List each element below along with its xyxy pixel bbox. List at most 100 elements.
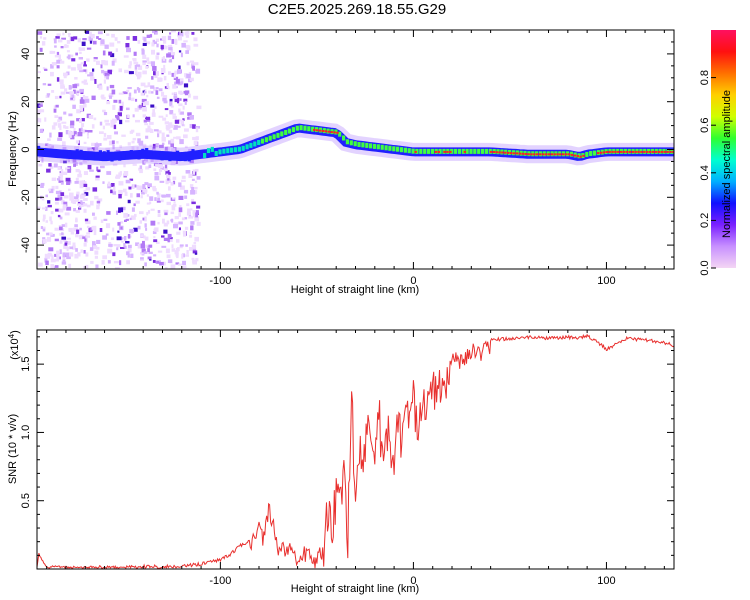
noise-point <box>113 244 118 247</box>
track-peak <box>521 152 524 155</box>
track-segment <box>52 150 56 155</box>
noise-point <box>188 71 192 76</box>
track-peak <box>518 152 522 155</box>
noise-point <box>170 162 176 166</box>
track-segment <box>164 152 168 158</box>
noise-point <box>174 92 177 95</box>
noise-point <box>51 177 56 181</box>
noise-point <box>73 163 76 167</box>
noise-point <box>127 248 132 253</box>
noise-point <box>53 38 57 44</box>
noise-point <box>85 269 89 273</box>
noise-point <box>81 118 85 122</box>
noise-point <box>137 225 141 230</box>
noise-point <box>145 166 150 170</box>
noise-point <box>98 38 102 40</box>
noise-point <box>51 185 55 191</box>
noise-point <box>168 71 172 75</box>
noise-point <box>128 96 131 101</box>
noise-point <box>54 201 59 205</box>
noise-point <box>40 102 43 107</box>
spec-x-tick-label: -100 <box>209 275 231 287</box>
noise-point <box>190 221 195 225</box>
noise-point <box>108 242 112 245</box>
noise-point <box>171 55 175 60</box>
track-segment <box>542 151 546 157</box>
noise-point <box>102 50 106 56</box>
noise-point <box>59 240 63 244</box>
noise-point <box>155 163 160 168</box>
noise-point <box>83 189 87 194</box>
noise-point <box>125 43 130 48</box>
noise-point <box>76 118 81 122</box>
noise-point <box>54 253 58 257</box>
noise-point <box>154 197 157 201</box>
noise-point <box>164 267 168 269</box>
noise-point <box>127 87 132 90</box>
noise-point <box>163 64 166 69</box>
track-segment <box>98 150 102 156</box>
noise-point <box>155 55 159 60</box>
track-segment <box>311 126 315 132</box>
noise-point <box>38 163 43 167</box>
track-segment <box>322 128 326 134</box>
noise-point <box>56 251 59 256</box>
track-segment <box>345 139 349 145</box>
noise-point <box>68 113 73 117</box>
noise-point <box>125 241 130 244</box>
track-peak <box>663 150 666 153</box>
noise-point <box>184 31 188 36</box>
spec-y-tick-label: 20 <box>20 96 32 108</box>
noise-point <box>192 124 196 129</box>
noise-point <box>49 232 53 236</box>
noise-point <box>111 33 115 38</box>
noise-point <box>189 77 194 82</box>
noise-point <box>93 230 97 236</box>
noise-point <box>171 244 174 248</box>
noise-point <box>100 39 105 45</box>
colorbar-ticks: 0.0 0.2 0.4 0.6 0.8 <box>699 70 716 276</box>
noise-point <box>46 236 52 242</box>
noise-point <box>67 158 70 162</box>
noise-point <box>186 61 190 66</box>
noise-point <box>184 226 189 230</box>
noise-point <box>60 176 63 181</box>
noise-point <box>152 143 156 149</box>
noise-point <box>91 124 95 129</box>
noise-point <box>68 33 71 38</box>
track-segment <box>303 125 307 131</box>
noise-point <box>143 268 148 269</box>
noise-point <box>83 103 87 108</box>
noise-point <box>159 261 164 266</box>
noise-point <box>82 158 87 162</box>
noise-point <box>189 184 194 189</box>
noise-point <box>195 180 198 183</box>
noise-point <box>84 264 89 269</box>
track-segment <box>438 148 442 154</box>
noise-point <box>47 252 52 256</box>
track-segment <box>585 151 589 157</box>
noise-point <box>156 87 159 90</box>
noise-point <box>140 195 143 199</box>
track-segment <box>299 125 303 131</box>
noise-point <box>77 252 81 257</box>
track-segment <box>396 146 400 152</box>
track-peak <box>321 130 325 132</box>
track-peak <box>536 153 539 156</box>
noise-point <box>146 94 149 98</box>
track-segment <box>241 145 245 151</box>
track-peak <box>637 150 640 153</box>
noise-point <box>189 124 195 129</box>
noise-point <box>58 180 64 183</box>
noise-point <box>174 38 178 43</box>
noise-point <box>72 158 77 163</box>
noise-point <box>164 146 168 152</box>
noise-point <box>152 147 156 151</box>
noise-point <box>70 200 76 204</box>
noise-point <box>96 166 99 172</box>
noise-point <box>47 200 51 204</box>
noise-point <box>66 71 70 76</box>
noise-point <box>119 221 124 224</box>
noise-point <box>89 31 92 37</box>
noise-point <box>169 238 173 242</box>
